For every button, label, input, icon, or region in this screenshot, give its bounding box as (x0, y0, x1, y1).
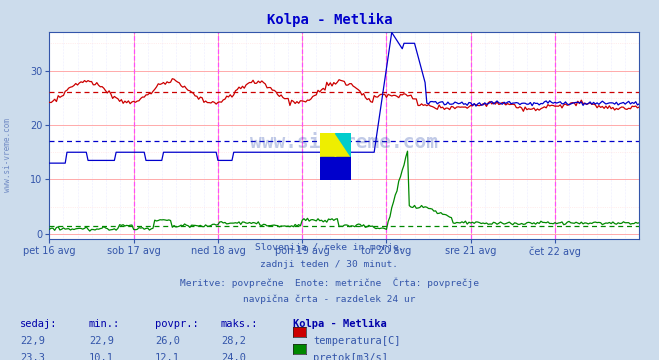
Text: 10,1: 10,1 (89, 353, 114, 360)
Text: navpična črta - razdelek 24 ur: navpična črta - razdelek 24 ur (243, 295, 416, 304)
Text: 22,9: 22,9 (20, 336, 45, 346)
Text: 28,2: 28,2 (221, 336, 246, 346)
Text: sedaj:: sedaj: (20, 319, 57, 329)
Text: povpr.:: povpr.: (155, 319, 198, 329)
Text: Kolpa - Metlika: Kolpa - Metlika (293, 319, 387, 329)
Text: www.si-vreme.com: www.si-vreme.com (250, 132, 438, 152)
Text: min.:: min.: (89, 319, 120, 329)
Text: temperatura[C]: temperatura[C] (313, 336, 401, 346)
Polygon shape (320, 157, 351, 180)
Text: zadnji teden / 30 minut.: zadnji teden / 30 minut. (260, 260, 399, 269)
Text: Meritve: povprečne  Enote: metrične  Črta: povprečje: Meritve: povprečne Enote: metrične Črta:… (180, 278, 479, 288)
Text: 24,0: 24,0 (221, 353, 246, 360)
Text: Slovenija / reke in morje.: Slovenija / reke in morje. (255, 243, 404, 252)
Text: 26,0: 26,0 (155, 336, 180, 346)
Text: www.si-vreme.com: www.si-vreme.com (3, 118, 13, 192)
Polygon shape (320, 133, 337, 157)
Text: 23,3: 23,3 (20, 353, 45, 360)
Text: pretok[m3/s]: pretok[m3/s] (313, 353, 388, 360)
Text: 22,9: 22,9 (89, 336, 114, 346)
Text: Kolpa - Metlika: Kolpa - Metlika (267, 13, 392, 27)
Polygon shape (335, 133, 351, 157)
Text: 12,1: 12,1 (155, 353, 180, 360)
Text: maks.:: maks.: (221, 319, 258, 329)
